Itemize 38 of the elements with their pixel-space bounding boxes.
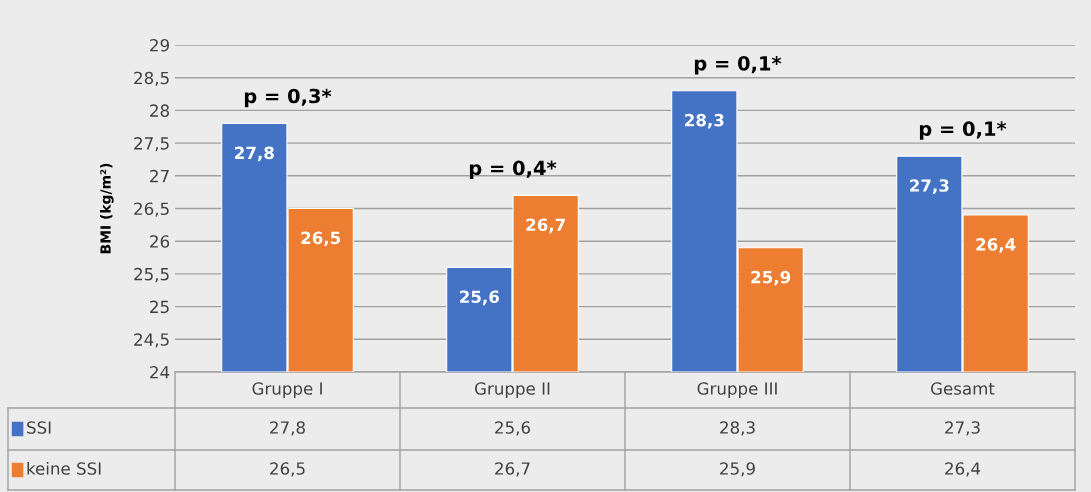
data-label: 26,4 (945, 462, 981, 477)
text: 28,3 (685, 113, 724, 129)
y-tick-label: 24 (150, 365, 170, 379)
text: 27,8 (235, 146, 274, 162)
text: 26,4 (976, 238, 1016, 253)
annotation: p = 0,1* (694, 55, 782, 75)
text: 26,7 (526, 218, 565, 234)
annotation: p = 0,3* (244, 88, 332, 108)
y-axis-title: BMI (kg/m²) (100, 163, 114, 254)
text: 25,6 (460, 290, 499, 306)
annotation: p = 0,1* (919, 121, 1007, 140)
legend-label: SSI (27, 421, 51, 434)
data-label: 26,7 (495, 462, 530, 477)
x-tick-label: Gruppe I (252, 382, 322, 399)
legend-label: keine SSI (27, 461, 101, 475)
text: 26,5 (301, 231, 341, 247)
data-label: 27,8 (270, 421, 305, 436)
y-tick-label: 28,5 (134, 71, 169, 86)
y-tick-label: 27,5 (134, 137, 169, 152)
annotation: p = 0,4* (469, 160, 557, 180)
data-label: 25,6 (495, 421, 531, 436)
x-tick-label: Gruppe III (697, 382, 777, 399)
x-tick-label: Gruppe II (475, 382, 550, 399)
y-tick-label: 25 (150, 300, 169, 314)
text: 25,9 (751, 270, 791, 286)
y-tick-label: 24,5 (134, 333, 169, 348)
data-label: 25,9 (720, 462, 755, 477)
y-tick-label: 29 (150, 38, 169, 52)
text: 27,3 (910, 179, 949, 194)
data-label: 28,3 (720, 421, 755, 436)
data-label: 27,3 (945, 421, 980, 436)
y-tick-label: 26 (150, 235, 170, 248)
y-tick-label: 26,5 (134, 202, 169, 217)
x-tick-label: Gesamt (931, 382, 995, 395)
y-tick-label: 27 (150, 169, 169, 183)
data-label: 26,5 (270, 462, 305, 477)
y-tick-label: 28 (150, 104, 169, 117)
y-tick-label: 25,5 (134, 267, 169, 283)
